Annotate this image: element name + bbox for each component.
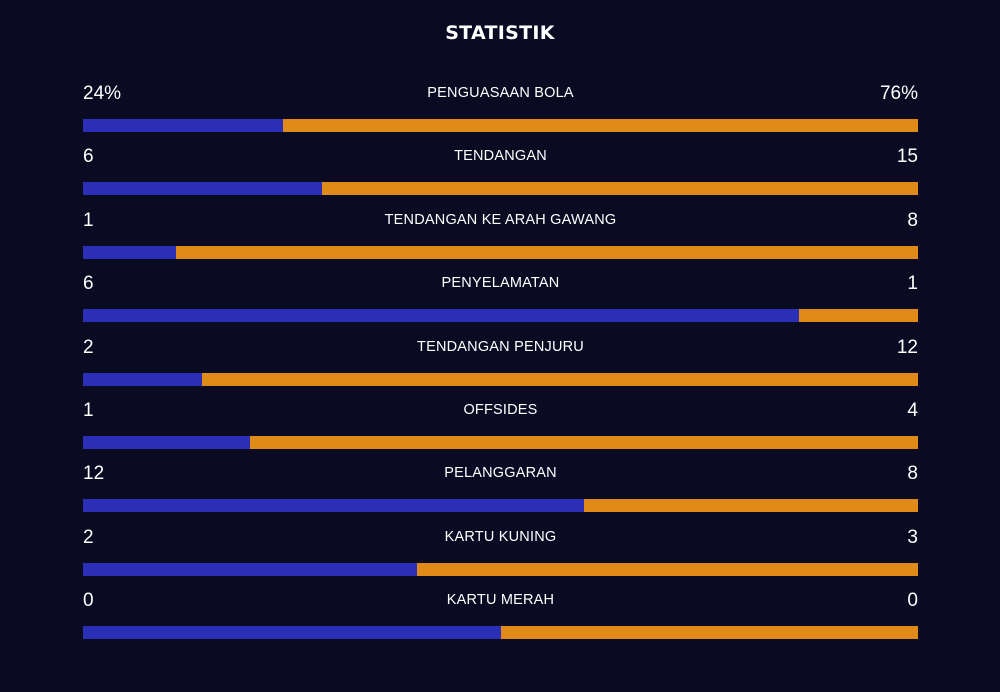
- stat-row-header: 6 PENYELAMATAN 1: [83, 269, 918, 301]
- stat-away-value: 76%: [879, 83, 918, 104]
- stat-comparison-bar: [83, 562, 918, 576]
- stat-away-value: 1: [907, 273, 918, 295]
- stat-bar-away-segment: [321, 182, 918, 196]
- stat-row: 24% PENGUASAAN BOLA 76%: [83, 79, 918, 142]
- stat-row-header: 6 TENDANGAN 15: [83, 142, 918, 174]
- stat-bar-away-segment: [798, 309, 918, 323]
- stat-away-value: 8: [907, 209, 918, 231]
- stat-row: 1 OFFSIDES 4: [83, 396, 918, 459]
- stat-bar-away-segment: [250, 435, 918, 449]
- stat-away-value: 4: [907, 399, 918, 421]
- stat-comparison-bar: [83, 626, 918, 640]
- stats-list: 24% PENGUASAAN BOLA 76% 6 TENDANGAN 15 1 TENDAN…: [83, 79, 918, 650]
- stat-label: OFFSIDES: [463, 401, 538, 418]
- stat-row: 2 KARTU KUNING 3: [83, 523, 918, 586]
- stat-comparison-bar: [83, 435, 918, 449]
- stat-bar-away-segment: [584, 499, 918, 513]
- stat-comparison-bar: [83, 372, 918, 386]
- stat-comparison-bar: [83, 119, 918, 132]
- stat-row: 6 TENDANGAN 15: [83, 142, 918, 205]
- stat-bar-home-segment: [83, 626, 501, 640]
- stat-home-value: 1: [83, 209, 94, 231]
- stat-row: 0 KARTU MERAH 0: [83, 586, 918, 649]
- stat-row: 2 TENDANGAN PENJURU 12: [83, 333, 918, 396]
- stat-row: 12 PELANGGARAN 8: [83, 459, 918, 522]
- stat-row: 1 TENDANGAN KE ARAH GAWANG 8: [83, 206, 918, 269]
- stat-bar-home-segment: [83, 119, 284, 132]
- stat-label: PENYELAMATAN: [441, 275, 560, 292]
- stat-bar-away-segment: [417, 562, 918, 576]
- stat-away-value: 8: [907, 463, 918, 485]
- stat-bar-away-segment: [202, 372, 918, 386]
- stat-bar-home-segment: [83, 182, 322, 196]
- stat-bar-away-segment: [500, 626, 918, 640]
- stat-row: 6 PENYELAMATAN 1: [83, 269, 918, 332]
- stat-comparison-bar: [83, 182, 918, 196]
- stat-bar-home-segment: [83, 562, 417, 576]
- stat-home-value: 24%: [83, 83, 122, 104]
- stat-comparison-bar: [83, 499, 918, 513]
- stat-comparison-bar: [83, 309, 918, 323]
- stat-label: KARTU MERAH: [446, 592, 555, 609]
- stat-away-value: 15: [896, 146, 918, 168]
- stat-row-header: 1 TENDANGAN KE ARAH GAWANG 8: [83, 206, 918, 238]
- stat-row-header: 0 KARTU MERAH 0: [83, 586, 918, 618]
- stat-bar-home-segment: [83, 499, 584, 513]
- stat-label: PENGUASAAN BOLA: [427, 85, 574, 101]
- stat-away-value: 12: [896, 336, 918, 358]
- stat-row-header: 12 PELANGGARAN 8: [83, 459, 918, 491]
- stat-away-value: 0: [907, 590, 918, 612]
- stat-away-value: 3: [907, 526, 918, 548]
- stat-row-header: 2 TENDANGAN PENJURU 12: [83, 333, 918, 365]
- stat-row-header: 1 OFFSIDES 4: [83, 396, 918, 428]
- stat-bar-home-segment: [83, 435, 250, 449]
- stat-home-value: 6: [83, 273, 94, 295]
- stat-row-header: 2 KARTU KUNING 3: [83, 523, 918, 555]
- stat-home-value: 2: [83, 526, 94, 548]
- stat-bar-away-segment: [175, 245, 918, 259]
- stat-label: TENDANGAN KE ARAH GAWANG: [384, 211, 617, 228]
- stat-label: PELANGGARAN: [444, 465, 557, 482]
- stat-home-value: 1: [83, 399, 94, 421]
- stat-bar-home-segment: [83, 372, 203, 386]
- stat-bar-home-segment: [83, 309, 799, 323]
- stat-home-value: 0: [83, 590, 94, 612]
- stat-bar-home-segment: [83, 245, 176, 259]
- stat-label: KARTU KUNING: [444, 528, 557, 545]
- stat-label: TENDANGAN PENJURU: [417, 338, 584, 355]
- panel-title: STATISTIK: [445, 22, 555, 44]
- stat-label: TENDANGAN: [454, 148, 547, 165]
- stat-home-value: 2: [83, 336, 94, 358]
- stat-home-value: 6: [83, 146, 94, 168]
- stat-home-value: 12: [83, 463, 105, 485]
- stat-comparison-bar: [83, 245, 918, 259]
- stat-row-header: 24% PENGUASAAN BOLA 76%: [83, 79, 918, 111]
- stat-bar-away-segment: [283, 119, 918, 132]
